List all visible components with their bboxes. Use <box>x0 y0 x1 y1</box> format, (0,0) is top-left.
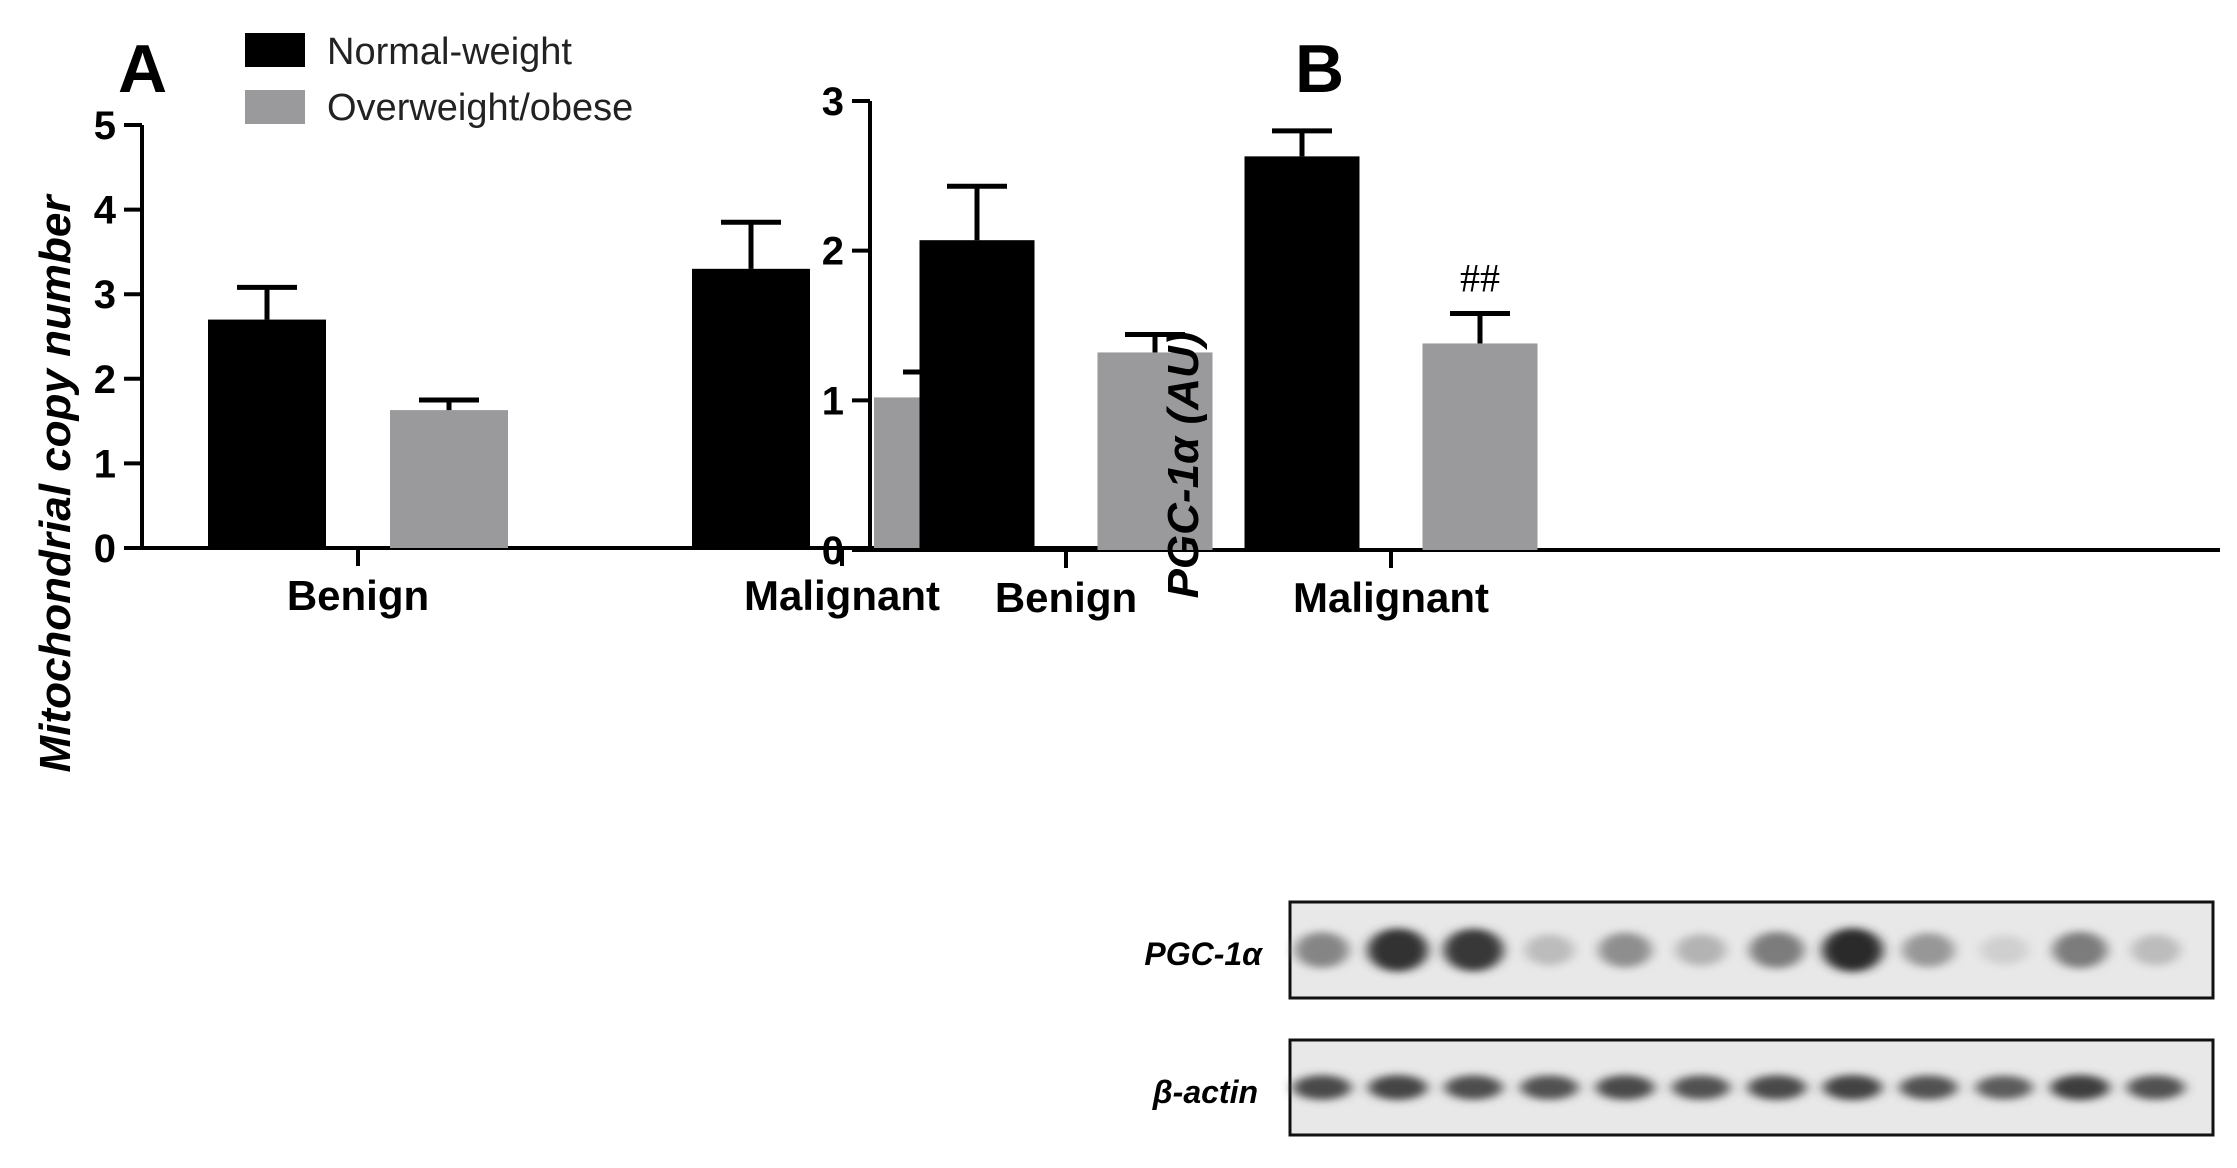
bar-normal-weight-malignant <box>692 268 810 548</box>
y-tick-label: 3 <box>822 80 844 124</box>
panel-letter-a: A <box>118 31 167 107</box>
legend: Normal-weight Overweight/obese <box>245 31 633 129</box>
blot-band <box>1675 934 1727 966</box>
blot-band <box>1292 1075 1352 1100</box>
significance-annotation: ## <box>1460 256 1500 301</box>
blot-band <box>1443 928 1504 972</box>
chart-a-y-axis-label: Mitochondrial copy number <box>31 193 80 773</box>
blot-band <box>2050 1074 2110 1101</box>
y-tick-label: 3 <box>94 273 116 317</box>
blot-band <box>1899 1075 1958 1100</box>
y-tick-label: 2 <box>94 358 116 402</box>
bar-normal-weight-benign <box>919 240 1035 550</box>
blot-band <box>1596 1075 1655 1100</box>
chart-b: 0 1 2 3 Benign Malignant ## <box>822 80 2220 621</box>
blot-band <box>1524 934 1575 966</box>
legend-swatch-normal-weight <box>245 33 305 67</box>
blot-band <box>1749 931 1804 969</box>
bar-normal-weight-malignant <box>1244 156 1360 551</box>
y-tick-label: 0 <box>822 529 844 573</box>
blot-band <box>1902 932 1955 968</box>
x-tick-label-malignant: Malignant <box>1293 574 1489 621</box>
y-tick-label: 1 <box>94 442 116 486</box>
x-tick-label-malignant: Malignant <box>744 572 940 619</box>
blot-band <box>1975 1075 2033 1100</box>
blot-band <box>2131 934 2181 966</box>
blot-label-beta-actin: β-actin <box>1152 1074 1258 1110</box>
legend-label-normal-weight: Normal-weight <box>327 31 572 73</box>
y-tick-label: 5 <box>94 104 116 148</box>
bar-normal-weight-benign <box>208 319 326 548</box>
y-tick-label: 0 <box>94 527 116 571</box>
western-blot: PGC-1α β-actin <box>1144 900 2215 1137</box>
blot-band <box>1747 1075 1806 1100</box>
blot-band <box>1598 932 1652 968</box>
bar-overweight-obese-benign <box>1097 352 1213 550</box>
y-tick-label: 4 <box>94 189 117 233</box>
legend-label-overweight-obese: Overweight/obese <box>327 87 633 129</box>
blot-band <box>1672 1075 1730 1100</box>
bar-overweight-obese-benign <box>390 410 508 548</box>
blot-band <box>1368 1075 1428 1100</box>
blot-band <box>1822 928 1883 972</box>
blot-band <box>1823 1074 1883 1101</box>
blot-band <box>1520 1075 1579 1100</box>
blot-band <box>1367 928 1428 972</box>
panel-letter-b: B <box>1295 31 1344 107</box>
blot-band <box>1444 1075 1503 1100</box>
bar-overweight-obese-malignant <box>1422 343 1538 550</box>
blot-label-pgc-1a: PGC-1α <box>1144 936 1263 972</box>
x-tick-label-benign: Benign <box>287 572 429 619</box>
x-tick-label-benign: Benign <box>995 574 1137 621</box>
legend-swatch-overweight-obese <box>245 90 305 124</box>
blot-band <box>2052 931 2108 969</box>
blot-band <box>1980 935 2029 965</box>
y-tick-label: 2 <box>822 230 844 274</box>
y-tick-label: 1 <box>822 379 844 423</box>
chart-b-y-axis-label: PGC-1α (AU) <box>1159 332 1208 599</box>
blot-band <box>2126 1075 2185 1100</box>
blot-band <box>1295 932 1349 968</box>
